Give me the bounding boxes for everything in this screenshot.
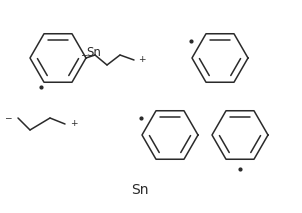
Text: +: + bbox=[138, 56, 146, 65]
Text: +: + bbox=[70, 119, 78, 128]
Text: −: − bbox=[5, 114, 12, 122]
Text: Sn: Sn bbox=[131, 183, 149, 197]
Text: Sn: Sn bbox=[86, 46, 101, 59]
Text: −: − bbox=[81, 50, 88, 59]
